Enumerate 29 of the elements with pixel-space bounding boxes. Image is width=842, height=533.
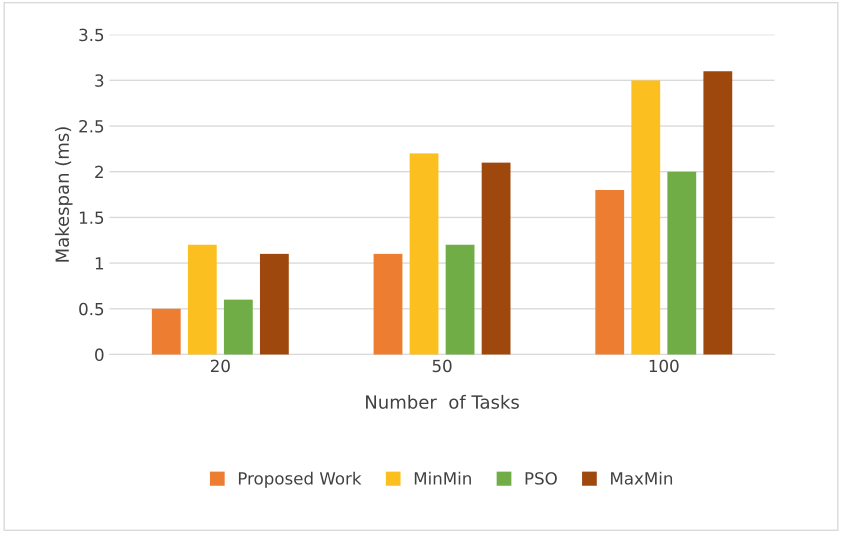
bar [152,308,181,354]
bar [410,153,438,354]
legend-label: PSO [526,472,557,485]
y-tick-label: 2 [95,166,103,178]
bar [374,254,402,354]
y-tick-label: 1 [96,257,104,270]
x-tick-label: 20 [210,360,230,372]
y-axis-title: Makespan (ms) [55,127,73,262]
bar [667,172,696,354]
y-tick-label: 2.5 [79,120,104,133]
bar [260,254,289,354]
bar [224,300,253,354]
x-tick-label: 100 [650,360,679,372]
y-tick-label: 0 [95,348,104,362]
bar [482,162,511,354]
y-tick-label: 1.5 [80,212,104,224]
bar [446,244,474,354]
x-axis-title: Number of Tasks [366,394,519,409]
bar [631,80,660,354]
legend-label: MinMin [414,472,471,484]
bar [188,244,217,354]
x-tick-label: 50 [432,360,452,372]
y-tick-label: 3 [95,74,104,87]
y-tick-label: 0.5 [79,302,104,316]
legend-label: Proposed Work [238,472,362,488]
legend-label: MaxMin [611,472,672,485]
y-tick-label: 3.5 [79,28,104,42]
bar [703,71,732,354]
bar [595,190,624,354]
